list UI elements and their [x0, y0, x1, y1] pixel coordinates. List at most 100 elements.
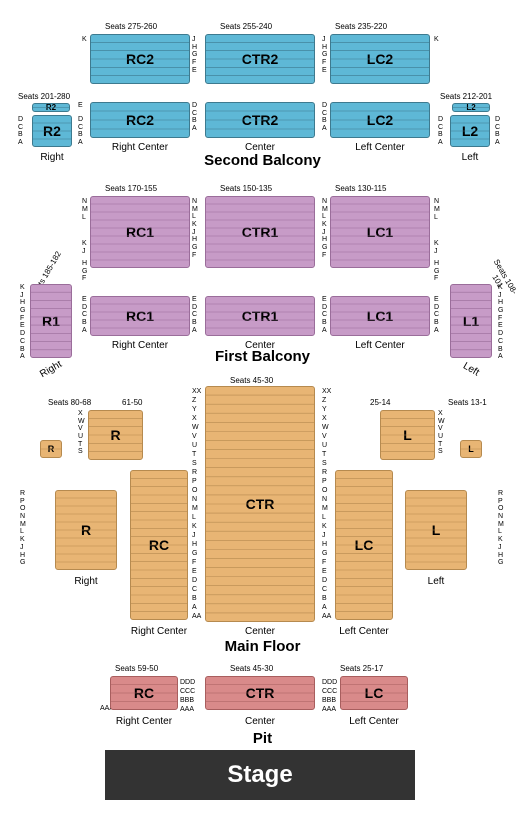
section-second_balcony-l2[interactable]: L2 — [450, 115, 490, 147]
section-main_floor-r[interactable]: R — [55, 490, 117, 570]
row-letters: ML — [82, 206, 88, 221]
section-pit-lc[interactable]: LC — [340, 676, 408, 710]
section-label: Right Center — [90, 340, 190, 351]
section-label: Center — [205, 142, 315, 153]
row-letters: DCBA — [192, 102, 197, 133]
row-letters: E — [78, 102, 83, 110]
section-second_balcony-r2[interactable]: R2 — [32, 115, 72, 147]
row-letters: DCBA — [322, 102, 327, 133]
row-letters: RPONMLKJHG — [498, 490, 504, 567]
row-letters: JHGFE — [192, 36, 197, 74]
section-main_floor-r[interactable]: R — [88, 410, 143, 460]
section-pit-rc[interactable]: RC — [110, 676, 178, 710]
row-letters: XX — [322, 388, 331, 396]
section-second_balcony-lc2[interactable]: LC2 — [330, 34, 430, 84]
section-first_balcony-lc1[interactable]: LC1 — [330, 296, 430, 336]
row-letters: K — [82, 36, 87, 44]
row-letters: KJ — [82, 240, 87, 255]
section-label: Center — [205, 340, 315, 351]
row-letters: KJHGFEDCBA — [498, 284, 503, 361]
section-label: Right — [55, 576, 117, 587]
row-letters: HGF — [434, 260, 439, 283]
row-letters: ML — [434, 206, 440, 221]
main_floor-title: Main Floor — [0, 638, 525, 655]
section-label: Left Center — [330, 340, 430, 351]
row-letters: NMLKJHGF — [322, 198, 328, 260]
section-label: Left Center — [340, 716, 408, 727]
section-first_balcony-ctr1[interactable]: CTR1 — [205, 196, 315, 268]
section-first_balcony-rc1[interactable]: RC1 — [90, 296, 190, 336]
seat-range-label: Seats 45-30 — [230, 376, 273, 385]
section-label: Right Center — [130, 626, 188, 637]
row-letters: DCBA — [78, 116, 83, 147]
section-second_balcony-ctr2[interactable]: CTR2 — [205, 34, 315, 84]
section-pit-ctr[interactable]: CTR — [205, 676, 315, 710]
seat-range-label: Seats 25-17 — [340, 664, 383, 673]
seat-range-label: Seats 275-260 — [105, 22, 157, 31]
second_balcony-title: Second Balcony — [0, 152, 525, 169]
seat-range-label: Seats 59-50 — [115, 664, 158, 673]
row-letters: JHGFE — [322, 36, 327, 74]
row-letters: XX — [192, 388, 201, 396]
seat-range-label: Seats 130-115 — [335, 184, 386, 193]
section-first_balcony-r1[interactable]: R1 — [30, 284, 72, 358]
section-main_floor-ctr[interactable]: CTR — [205, 386, 315, 622]
row-letters: N — [434, 198, 439, 206]
section-first_balcony-rc1[interactable]: RC1 — [90, 196, 190, 268]
row-letters: DCBA — [18, 116, 23, 147]
stage: Stage — [105, 750, 415, 800]
row-letters: RPONMLKJHG — [20, 490, 26, 567]
section-label: Left — [405, 576, 467, 587]
seat-range-label: Seats 235-220 — [335, 22, 387, 31]
row-letters: DDDCCCBBBAAA — [180, 678, 195, 714]
row-letters: K — [434, 36, 439, 44]
section-main_floor-lc[interactable]: LC — [335, 470, 393, 620]
seat-range-label: Seats 170-155 — [105, 184, 157, 193]
seat-range-label: Seats 45-30 — [230, 664, 273, 673]
section-main_floor-l[interactable]: L — [460, 440, 482, 458]
row-letters: NMLKJHGF — [192, 198, 198, 260]
row-letters: KJHGFEDCBA — [20, 284, 25, 361]
seat-range-label: Seats 13-1 — [448, 398, 487, 407]
seat-range-label: Seats 150-135 — [220, 184, 272, 193]
seat-range-label: Seats 255-240 — [220, 22, 272, 31]
section-second_balcony-ctr2[interactable]: CTR2 — [205, 102, 315, 138]
section-label: Center — [205, 626, 315, 637]
section-main_floor-rc[interactable]: RC — [130, 470, 188, 620]
section-main_floor-r[interactable]: R — [40, 440, 62, 458]
seat-range-label: Seats 80-68 — [48, 398, 91, 407]
section-first_balcony-ctr1[interactable]: CTR1 — [205, 296, 315, 336]
row-letters: DDDCCCBBBAAA — [322, 678, 337, 714]
section-main_floor-l[interactable]: L — [405, 490, 467, 570]
seating-chart: Stage Second Balcony Seats 275-260 Seats 25… — [0, 0, 525, 816]
section-first_balcony-l1[interactable]: L1 — [450, 284, 492, 358]
section-second_balcony-rc2[interactable]: RC2 — [90, 102, 190, 138]
section-label: Left — [450, 152, 490, 163]
section-label: Left Center — [335, 626, 393, 637]
seat-range-label: 61-50 — [122, 398, 142, 407]
row-letters: EDCBA — [82, 296, 87, 334]
row-letters: XWVUTS — [78, 410, 85, 456]
seat-range-label: Seats 212-201 — [440, 92, 492, 101]
pit-title: Pit — [0, 730, 525, 747]
section-second_balcony-r2[interactable]: R2 — [32, 103, 70, 112]
section-main_floor-l[interactable]: L — [380, 410, 435, 460]
row-letters: DCBA — [495, 116, 500, 147]
section-second_balcony-lc2[interactable]: LC2 — [330, 102, 430, 138]
seat-range-label: 25-14 — [370, 398, 390, 407]
row-letters: EDCBA — [434, 296, 439, 334]
section-label: Right Center — [110, 716, 178, 727]
row-letters: DCBA — [438, 116, 443, 147]
row-letters: HGF — [82, 260, 87, 283]
row-letters: XWVUTS — [438, 410, 445, 456]
row-letters: KJ — [434, 240, 439, 255]
row-letters: ZYXWVUTSRPONMLKJHGFEDCBAAA — [192, 396, 201, 621]
section-label: Right Center — [90, 142, 190, 153]
section-first_balcony-lc1[interactable]: LC1 — [330, 196, 430, 268]
row-letters: ZYXWVUTSRPONMLKJHGFEDCBAAA — [322, 396, 331, 621]
section-second_balcony-rc2[interactable]: RC2 — [90, 34, 190, 84]
section-label: Right — [32, 152, 72, 163]
seat-range-label: Seats 201-280 — [18, 92, 70, 101]
section-label: Center — [205, 716, 315, 727]
section-second_balcony-l2[interactable]: L2 — [452, 103, 490, 112]
